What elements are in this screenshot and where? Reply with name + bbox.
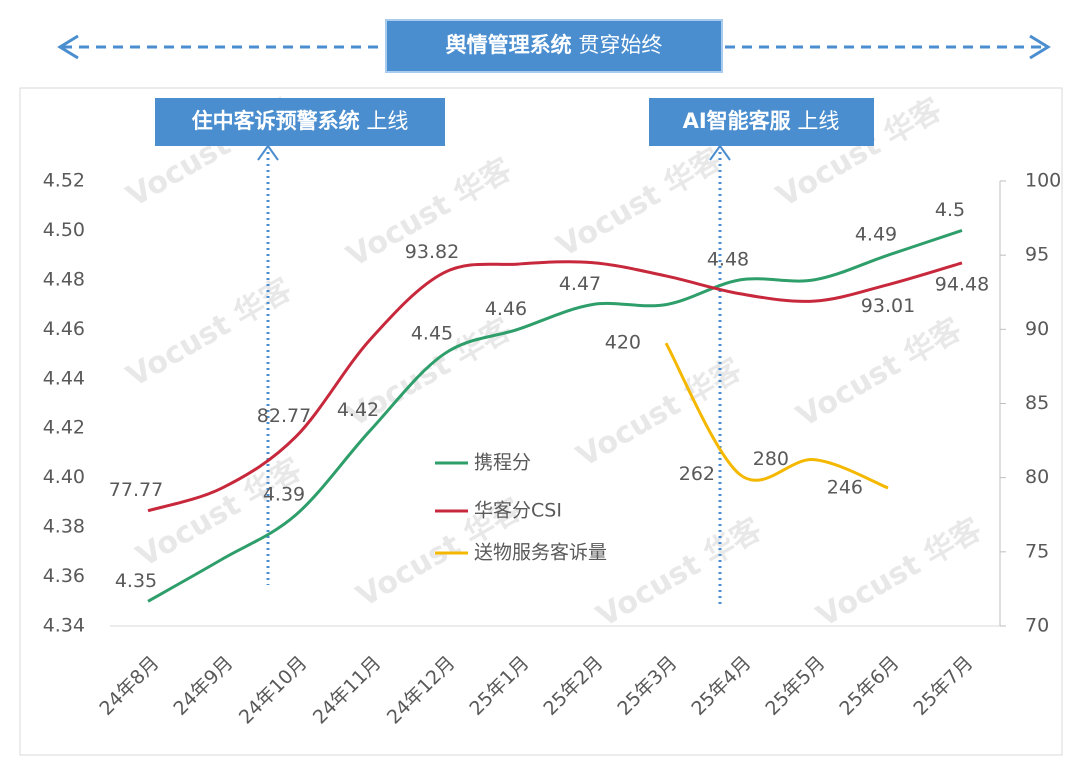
annotation: 住中客诉预警系统 上线: [155, 98, 445, 585]
data-label: 94.48: [935, 273, 989, 295]
data-label: 4.49: [855, 224, 897, 246]
data-label: 280: [753, 448, 789, 470]
svg-text:AI智能客服 上线: AI智能客服 上线: [683, 109, 840, 133]
y2-tick-label: 100: [1025, 170, 1061, 192]
y2-tick-label: 70: [1025, 615, 1049, 637]
y-tick-label: 4.34: [43, 615, 85, 637]
y-tick-label: 4.46: [43, 318, 85, 340]
data-label: 82.77: [257, 405, 311, 427]
y-tick-label: 4.48: [43, 268, 85, 290]
data-label: 4.47: [559, 273, 601, 295]
data-label: 246: [827, 476, 863, 498]
y-tick-label: 4.52: [43, 170, 85, 192]
data-label: 420: [605, 332, 641, 354]
annotation-text: 上线: [366, 109, 408, 133]
y2-tick-label: 75: [1025, 540, 1049, 562]
data-label: 77.77: [109, 479, 163, 501]
y2-tick-label: 85: [1025, 392, 1049, 414]
data-label: 93.82: [405, 241, 459, 263]
data-label: 4.48: [707, 248, 749, 270]
annotation: AI智能客服 上线: [649, 98, 874, 607]
data-label: 4.45: [411, 323, 453, 345]
data-label: 4.39: [263, 483, 305, 505]
svg-text:住中客诉预警系统 上线: 住中客诉预警系统 上线: [192, 109, 409, 133]
y2-tick-label: 95: [1025, 244, 1049, 266]
series-line: [664, 342, 889, 490]
annotation-bold: AI智能客服: [683, 109, 792, 133]
top-banner: 舆情管理系统 贯穿始终: [385, 19, 723, 73]
data-label: 4.46: [485, 298, 527, 320]
y2-tick-label: 80: [1025, 466, 1049, 488]
legend-label: 送物服务客诉量: [474, 542, 607, 564]
y-tick-label: 4.50: [43, 219, 85, 241]
banner-text: 贯穿始终: [578, 33, 662, 57]
data-label: 93.01: [861, 295, 915, 317]
y2-tick-label: 90: [1025, 318, 1049, 340]
y-tick-label: 4.44: [43, 367, 85, 389]
legend-label: 携程分: [474, 452, 531, 474]
series-line: [147, 229, 963, 603]
data-label: 4.5: [935, 199, 965, 221]
y-tick-label: 4.40: [43, 466, 85, 488]
annotation-text: 上线: [797, 109, 839, 133]
top-arrow: [57, 34, 1051, 60]
data-label: 4.35: [115, 570, 157, 592]
plot-frame: [19, 87, 1063, 756]
annotation-bold: 住中客诉预警系统: [192, 109, 360, 133]
series-line: [147, 260, 963, 513]
y-tick-label: 4.42: [43, 417, 85, 439]
data-label: 262: [679, 463, 715, 485]
y-tick-label: 4.36: [43, 565, 85, 587]
banner-bold: 舆情管理系统: [446, 33, 572, 57]
data-label: 4.42: [337, 399, 379, 421]
y-tick-label: 4.38: [43, 516, 85, 538]
legend-label: 华客分CSI: [474, 500, 562, 522]
svg-text:舆情管理系统 贯穿始终: 舆情管理系统 贯穿始终: [446, 33, 663, 57]
